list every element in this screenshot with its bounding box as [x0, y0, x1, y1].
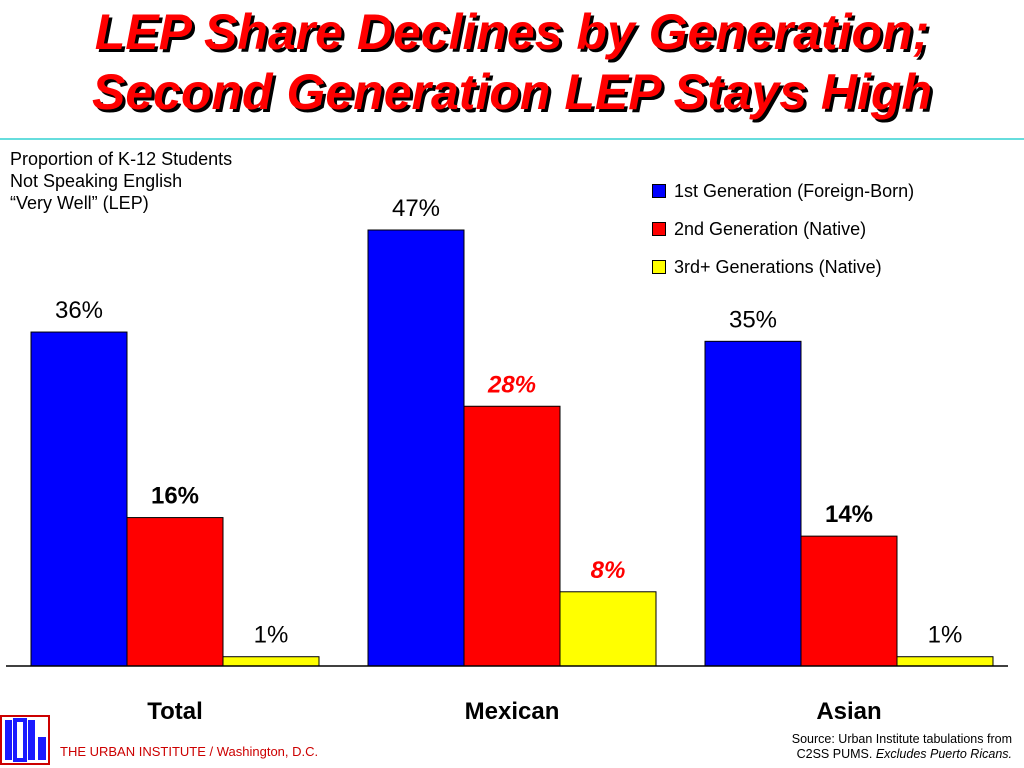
urban-institute-logo-icon: [0, 715, 50, 765]
bar-asian-series-3: [896, 656, 994, 667]
legend-swatch-1st-generation: [652, 184, 666, 198]
category-label-asian: Asian: [816, 698, 881, 725]
data-label-mexican-series-2: 28%: [487, 371, 536, 398]
legend-label-3rd-generation: 3rd+ Generations (Native): [674, 256, 882, 277]
data-label-asian-series-2: 14%: [825, 501, 873, 528]
category-label-mexican: Mexican: [465, 698, 560, 725]
chart-legend: 1st Generation (Foreign-Born) 2nd Genera…: [652, 172, 914, 286]
legend-item-3rd-generation: 3rd+ Generations (Native): [652, 248, 914, 286]
bar-asian-series-2: [800, 535, 898, 667]
footer-organization: THE URBAN INSTITUTE / Washington, D.C.: [60, 744, 319, 759]
legend-label-2nd-generation: 2nd Generation (Native): [674, 218, 867, 239]
data-label-total-series-3: 1%: [254, 622, 289, 649]
legend-item-1st-generation: 1st Generation (Foreign-Born): [652, 172, 914, 210]
bar-asian-series-1: [704, 340, 802, 667]
bar-mexican-series-1: [367, 229, 465, 667]
title-line-2: Second Generation LEP Stays High: [92, 64, 932, 120]
data-label-mexican-series-1: 47%: [392, 195, 440, 222]
page-title: LEP Share Declines by Generation; Second…: [0, 2, 1024, 122]
legend-swatch-3rd-generation: [652, 260, 666, 274]
chart-subtitle: Proportion of K-12 Students Not Speaking…: [10, 149, 233, 213]
title-divider: [0, 138, 1024, 140]
source-line-2-text: C2SS PUMS.: [796, 747, 873, 761]
legend-label-1st-generation: 1st Generation (Foreign-Born): [674, 180, 915, 201]
bar-total-series-3: [222, 656, 320, 667]
bar-total-series-1: [30, 331, 128, 667]
data-label-asian-series-3: 1%: [928, 622, 963, 649]
bar-total-series-2: [126, 517, 224, 667]
source-line-2: C2SS PUMS. Excludes Puerto Ricans.: [792, 747, 1012, 762]
source-line-1: Source: Urban Institute tabulations from: [791, 732, 1012, 746]
source-note: Source: Urban Institute tabulations from…: [792, 732, 1012, 762]
legend-item-2nd-generation: 2nd Generation (Native): [652, 210, 914, 248]
title-line-1: LEP Share Declines by Generation;: [94, 4, 930, 60]
source-exclusion-note: Excludes Puerto Ricans.: [875, 747, 1012, 761]
data-label-total-series-2: 16%: [151, 483, 199, 510]
data-label-total-series-1: 36%: [55, 297, 103, 324]
bar-mexican-series-3: [559, 591, 657, 667]
data-label-mexican-series-3: 8%: [591, 557, 626, 584]
bar-mexican-series-2: [463, 405, 561, 667]
category-label-total: Total: [147, 698, 203, 725]
legend-swatch-2nd-generation: [652, 222, 666, 236]
data-label-asian-series-1: 35%: [729, 306, 777, 333]
